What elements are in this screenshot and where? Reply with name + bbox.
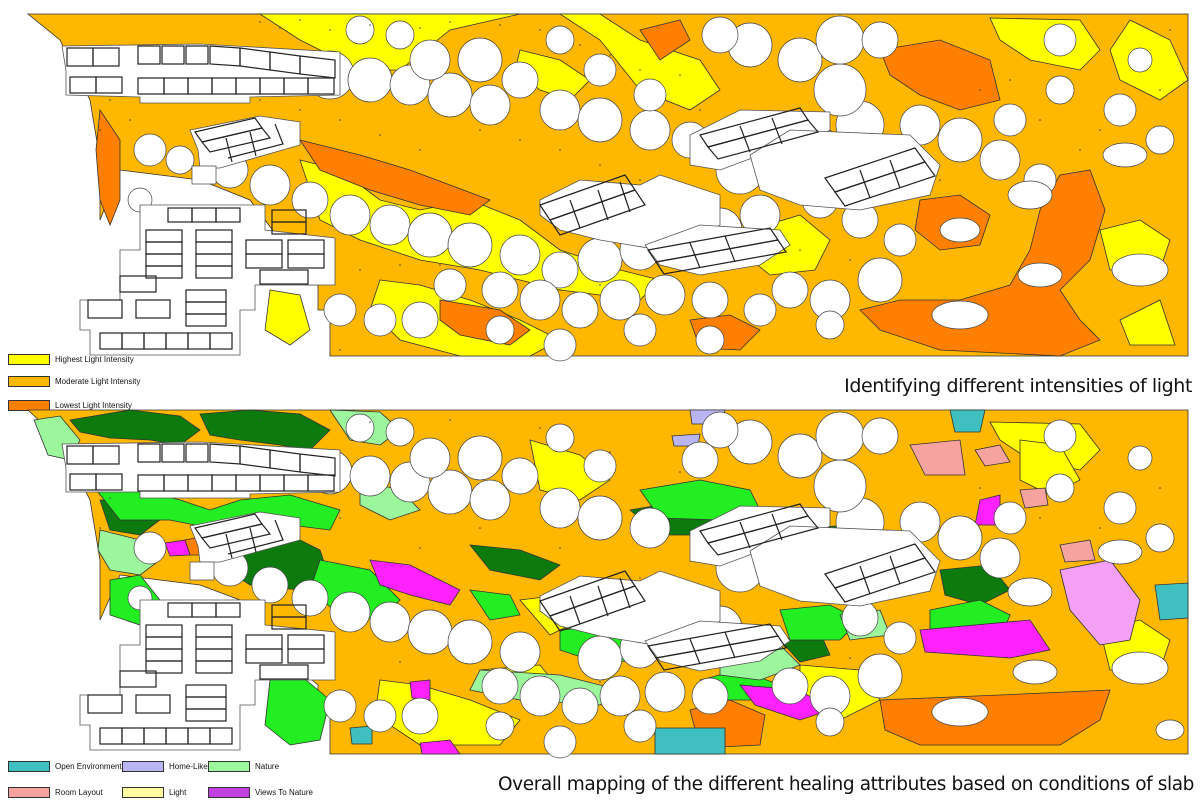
lowest-light-zone <box>95 108 121 227</box>
legend-label: Lowest Light Intensity <box>55 401 132 410</box>
light-intensity-map <box>26 13 1189 362</box>
building-outline <box>189 115 301 169</box>
legend-label: Open Environment <box>55 762 122 771</box>
legend-label: Views To Nature <box>255 788 313 797</box>
legend-label: Room Layout <box>55 788 103 797</box>
map-caption: Identifying different intensities of lig… <box>844 375 1192 397</box>
views-to-nature-zone <box>409 679 431 701</box>
views-to-nature-zone <box>919 619 1051 659</box>
legend-label: Home-Like <box>169 762 208 771</box>
views-to-nature-zone <box>419 739 461 755</box>
building-outline <box>644 620 791 672</box>
nature-zone <box>469 544 561 581</box>
legend-swatch <box>8 761 50 772</box>
highest-light-zone <box>264 289 311 346</box>
legend-item-room-layout: Room Layout <box>8 787 103 798</box>
views-to-nature-zone <box>164 539 191 557</box>
building-outline <box>644 224 791 276</box>
lowest-light-zone <box>299 139 491 216</box>
legend-item-views-to-nature: Views To Nature <box>208 787 313 798</box>
legend-swatch <box>122 761 164 772</box>
map-caption: Overall mapping of the different healing… <box>498 774 1194 795</box>
views-to-nature-zone <box>369 559 461 606</box>
legend-item-light: Light <box>122 787 186 798</box>
lowest-light-zone <box>859 169 1106 357</box>
legend-label: Light <box>169 788 187 797</box>
lowest-light-zone <box>639 19 691 61</box>
legend-swatch <box>122 787 164 798</box>
healing-attributes-map <box>26 409 1189 759</box>
building-outline <box>189 511 301 563</box>
room-layout-zone <box>1019 487 1049 509</box>
legend-item-home-like: Home-Like <box>122 761 208 772</box>
legend-swatch <box>208 787 250 798</box>
legend-item-moderate-light: Moderate Light Intensity <box>8 376 140 387</box>
legend-item-nature: Nature <box>208 761 279 772</box>
legend-item-highest-light: Highest Light Intensity <box>8 354 134 365</box>
open-environment-zone <box>1154 582 1189 621</box>
legend-swatch <box>8 354 50 365</box>
legend-label: Moderate Light Intensity <box>55 377 141 386</box>
nature-zone <box>469 589 521 621</box>
room-layout-zone <box>1059 539 1096 563</box>
healing-attributes-map-panel: Open Environment Home-Like Nature Room L… <box>0 400 1200 800</box>
highest-light-zone <box>1119 299 1176 346</box>
room-layout-zone <box>974 444 1011 467</box>
legend-label: Highest Light Intensity <box>55 355 134 364</box>
open-environment-zone <box>654 727 726 755</box>
legend-swatch <box>208 761 250 772</box>
open-environment-zone <box>349 725 373 745</box>
light-intensity-map-panel: Highest Light Intensity Moderate Light I… <box>8 13 1192 411</box>
light-zone <box>529 439 611 501</box>
lowest-light-zone <box>879 39 1001 111</box>
room-layout-zone <box>909 439 966 476</box>
legend-item-open-environment: Open Environment <box>8 761 122 772</box>
open-environment-zone <box>949 409 986 433</box>
legend-swatch <box>8 376 50 387</box>
legend-label: Nature <box>255 762 280 771</box>
legend-swatch <box>8 787 50 798</box>
